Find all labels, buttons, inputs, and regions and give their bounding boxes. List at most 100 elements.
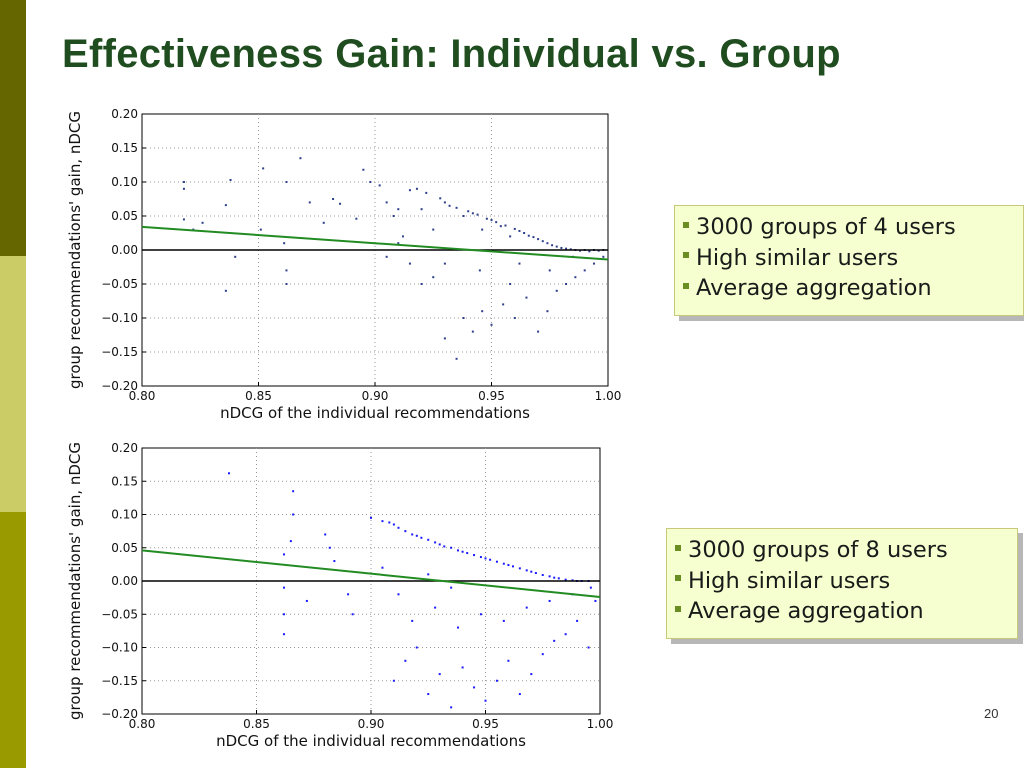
data-point (461, 550, 464, 553)
data-point (420, 536, 423, 539)
data-point (415, 187, 418, 190)
data-point (518, 693, 521, 696)
data-point (574, 276, 577, 279)
data-point (541, 653, 544, 656)
y-axis-label: group recommendations' gain, nDCG (66, 442, 84, 720)
data-point (479, 556, 482, 559)
data-point (283, 242, 286, 245)
y-tick-label: 0.20 (111, 441, 138, 455)
info-item: High similar users (675, 566, 1009, 597)
data-point (427, 538, 430, 541)
info-item: Average aggregation (683, 273, 1015, 304)
data-point (534, 572, 537, 575)
data-point (404, 659, 407, 662)
data-point (351, 613, 354, 616)
data-point (262, 167, 265, 170)
data-point (495, 560, 498, 563)
data-point (565, 283, 568, 285)
sidebar-stripe-top (0, 0, 26, 256)
y-tick-label: 0.15 (111, 141, 138, 155)
data-point (339, 202, 342, 205)
data-point (285, 269, 288, 272)
data-point (564, 578, 567, 581)
data-point (502, 562, 505, 565)
square-bullet-icon (675, 575, 681, 581)
data-point (397, 242, 400, 245)
data-point (537, 330, 540, 333)
data-point (495, 679, 498, 682)
data-point (455, 357, 458, 360)
data-point (504, 224, 507, 227)
y-tick-label: −0.10 (101, 311, 138, 325)
data-point (438, 673, 441, 676)
data-point (564, 633, 567, 636)
data-point (560, 246, 563, 249)
data-point (548, 575, 551, 578)
scatter-plot-4-users: 0.80 0.85 0.90 0.95 1.00 −0.20 −0.15 −0.10 −0.05… (66, 107, 621, 422)
data-point (427, 573, 430, 576)
data-point (182, 181, 185, 183)
x-axis-label: nDCG of the individual recommendations (216, 732, 526, 750)
data-point (392, 679, 395, 682)
data-point (471, 212, 474, 215)
data-point (443, 262, 446, 265)
data-point (299, 157, 302, 160)
square-bullet-icon (683, 221, 689, 228)
x-tick-label: 0.85 (245, 389, 272, 403)
data-point (370, 516, 372, 519)
data-point (282, 633, 285, 636)
data-point (495, 221, 498, 224)
data-point (443, 337, 446, 340)
y-tick-label: 0.15 (111, 474, 138, 488)
data-point (466, 552, 469, 555)
data-point (369, 181, 372, 183)
data-point (408, 189, 411, 192)
data-point (443, 201, 446, 204)
data-point (401, 235, 404, 238)
y-tick-label: 0.10 (111, 508, 138, 522)
data-point (385, 201, 388, 204)
x-tick-label: 1.00 (587, 717, 614, 731)
data-point (594, 599, 597, 602)
y-tick-label: 0.20 (111, 107, 138, 121)
data-point (420, 283, 423, 285)
y-axis-label: group recommendations' gain, nDCG (66, 111, 84, 389)
data-point (507, 659, 510, 662)
data-point (546, 310, 549, 313)
info-box-8-users: 3000 groups of 8 users High similar user… (666, 528, 1018, 639)
data-point (476, 213, 479, 216)
data-point (511, 565, 514, 568)
square-bullet-icon (683, 252, 689, 258)
data-point (490, 219, 493, 222)
data-point (485, 217, 488, 220)
y-tick-label: 0.10 (111, 175, 138, 189)
y-tick-label: −0.15 (101, 674, 138, 688)
data-point (362, 168, 365, 171)
data-point (324, 533, 327, 536)
square-bullet-icon (675, 544, 681, 551)
data-point (322, 221, 325, 224)
data-point (555, 245, 558, 248)
data-point (481, 228, 484, 231)
info-item-text: High similar users (688, 567, 891, 594)
sidebar-stripe-bottom (0, 512, 26, 768)
data-point (548, 599, 551, 602)
data-point (481, 310, 484, 313)
info-item: High similar users (683, 243, 1015, 274)
data-point (509, 235, 512, 238)
y-tick-label: −0.10 (101, 641, 138, 655)
data-point (385, 255, 388, 258)
data-point (415, 534, 418, 537)
data-point (541, 574, 544, 577)
info-item-text: Average aggregation (688, 598, 924, 624)
data-point (415, 646, 418, 649)
data-point (523, 232, 526, 234)
y-tick-label: −0.20 (101, 707, 138, 721)
data-point (565, 247, 568, 250)
x-tick-label: 0.95 (478, 389, 505, 403)
data-point (388, 521, 391, 524)
y-tick-label: −0.15 (101, 345, 138, 359)
data-point (593, 262, 596, 265)
data-point (518, 567, 521, 570)
page-number: 20 (984, 706, 999, 721)
